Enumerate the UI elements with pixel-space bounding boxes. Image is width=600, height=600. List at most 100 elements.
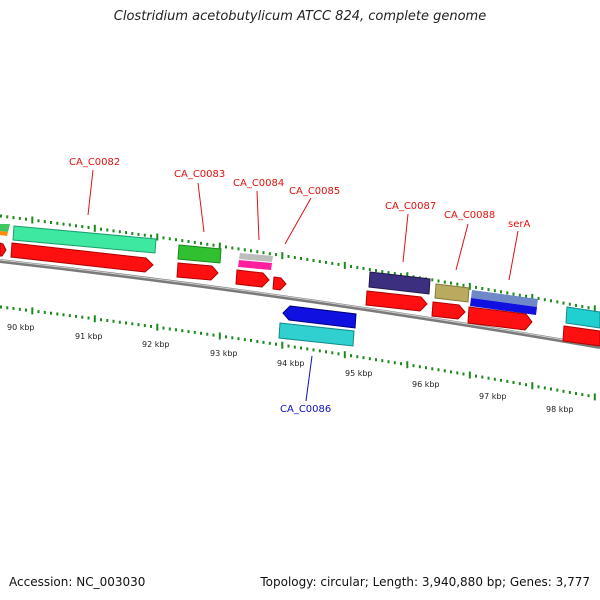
ruler-label: 96 kbp — [412, 380, 440, 389]
tick-mark-top — [25, 217, 27, 221]
tick-mark-bottom — [437, 368, 440, 372]
tick-mark-bottom — [250, 339, 252, 342]
leader-line — [87, 169, 94, 216]
tick-mark-bottom — [81, 315, 84, 319]
tick-mark-top — [331, 261, 334, 265]
tick-mark-top — [137, 232, 140, 236]
tick-mark-bottom — [50, 311, 52, 315]
feature-block[interactable] — [177, 244, 222, 264]
tick-mark-bottom — [337, 352, 340, 356]
cds-arrow[interactable] — [272, 276, 287, 291]
gene-label-ca-c0087[interactable]: CA_C0087 — [385, 201, 436, 212]
tick-mark-bottom — [256, 340, 259, 343]
tick-mark-bottom — [493, 377, 496, 381]
feature-block[interactable] — [471, 290, 538, 307]
gene-label-ca-c0085[interactable]: CA_C0085 — [289, 186, 340, 197]
gene-label-ca-c0086[interactable]: CA_C0086 — [280, 404, 331, 415]
feature-block[interactable] — [565, 306, 600, 329]
tick-mark-bottom — [525, 383, 527, 387]
feature-block[interactable] — [12, 225, 157, 254]
tick-mark-bottom — [362, 356, 365, 360]
feature-block[interactable] — [0, 224, 10, 232]
feature-block[interactable] — [368, 271, 431, 295]
tick-mark-top — [181, 239, 184, 243]
tick-mark-top — [93, 224, 96, 232]
tick-mark-bottom — [218, 332, 221, 340]
cds-arrow[interactable] — [562, 325, 600, 347]
tick-mark-bottom — [293, 345, 296, 349]
tick-mark-top — [493, 289, 496, 293]
tick-mark-top — [0, 214, 2, 218]
cds-arrows — [0, 242, 600, 347]
tick-mark-bottom — [100, 318, 102, 322]
tick-mark-top — [450, 281, 452, 285]
cds-arrow[interactable] — [235, 269, 270, 288]
ruler-label: 98 kbp — [546, 405, 574, 414]
gene-label-ca-c0084[interactable]: CA_C0084 — [233, 178, 284, 189]
tick-mark-top — [43, 220, 46, 224]
ruler-label: 92 kbp — [142, 340, 170, 349]
tick-mark-top — [75, 224, 77, 228]
tick-mark-bottom — [43, 310, 46, 314]
tick-mark-top — [150, 234, 152, 238]
tick-mark-top — [100, 227, 102, 231]
cds-arrow[interactable] — [0, 242, 7, 257]
tick-mark-top — [375, 269, 377, 272]
feature-block[interactable] — [434, 283, 470, 303]
ruler-label: 93 kbp — [210, 349, 238, 358]
tick-mark-top — [300, 257, 302, 260]
tick-mark-bottom — [418, 365, 421, 369]
cds-arrow[interactable] — [176, 262, 219, 281]
tick-mark-top — [262, 251, 265, 255]
tick-mark-bottom — [137, 323, 140, 327]
feature-block[interactable] — [278, 322, 355, 347]
cds-arrow[interactable] — [10, 242, 154, 273]
leader-line — [284, 197, 312, 245]
cds-arrow[interactable] — [467, 306, 533, 331]
gene-label-ca-c0088[interactable]: CA_C0088 — [444, 210, 495, 221]
tick-mark-bottom — [87, 316, 90, 320]
tick-mark-bottom — [112, 319, 115, 323]
tick-mark-bottom — [31, 307, 34, 315]
tick-mark-top — [462, 283, 465, 287]
gene-label-sera[interactable]: serA — [508, 219, 530, 230]
gene-label-ca-c0082[interactable]: CA_C0082 — [69, 157, 120, 168]
tick-mark-top — [162, 236, 165, 240]
tick-mark-bottom — [475, 374, 477, 378]
cds-arrow[interactable] — [431, 301, 466, 320]
tick-mark-bottom — [268, 341, 271, 345]
feature-block[interactable] — [238, 260, 272, 270]
tick-mark-top — [381, 270, 384, 274]
map-title: Clostridium acetobutylicum ATCC 824, com… — [113, 9, 487, 24]
tick-mark-top — [550, 299, 552, 303]
leader-line — [256, 190, 260, 241]
tick-mark-top — [293, 256, 296, 259]
tick-mark-top — [556, 300, 559, 304]
tick-mark-top — [218, 242, 221, 250]
feature-block[interactable] — [0, 231, 8, 236]
tick-mark-top — [231, 246, 234, 250]
tick-mark-bottom — [450, 370, 452, 374]
leader-line — [197, 182, 205, 233]
cds-arrow-reverse[interactable] — [282, 305, 357, 329]
tick-mark-bottom — [512, 381, 515, 384]
tick-mark-top — [268, 252, 271, 256]
tick-mark-bottom — [287, 344, 290, 348]
tick-mark-top — [318, 260, 321, 263]
tick-mark-bottom — [25, 308, 27, 312]
tick-mark-bottom — [562, 389, 565, 393]
cds-arrow[interactable] — [365, 290, 428, 312]
tick-mark-top — [206, 242, 209, 246]
tick-mark-bottom — [581, 393, 584, 397]
tick-row-bottom — [0, 305, 596, 401]
tick-mark-top — [287, 255, 290, 258]
tick-mark-top — [506, 291, 509, 295]
tick-mark-top — [481, 287, 484, 290]
feature-block[interactable] — [470, 298, 537, 315]
tick-mark-bottom — [106, 319, 109, 322]
genome-summary-text: Topology: circular; Length: 3,940,880 bp… — [260, 575, 590, 589]
gene-label-ca-c0083[interactable]: CA_C0083 — [174, 169, 225, 180]
tick-mark-top — [537, 297, 540, 300]
feature-block[interactable] — [239, 253, 273, 262]
tick-mark-top — [543, 298, 546, 302]
